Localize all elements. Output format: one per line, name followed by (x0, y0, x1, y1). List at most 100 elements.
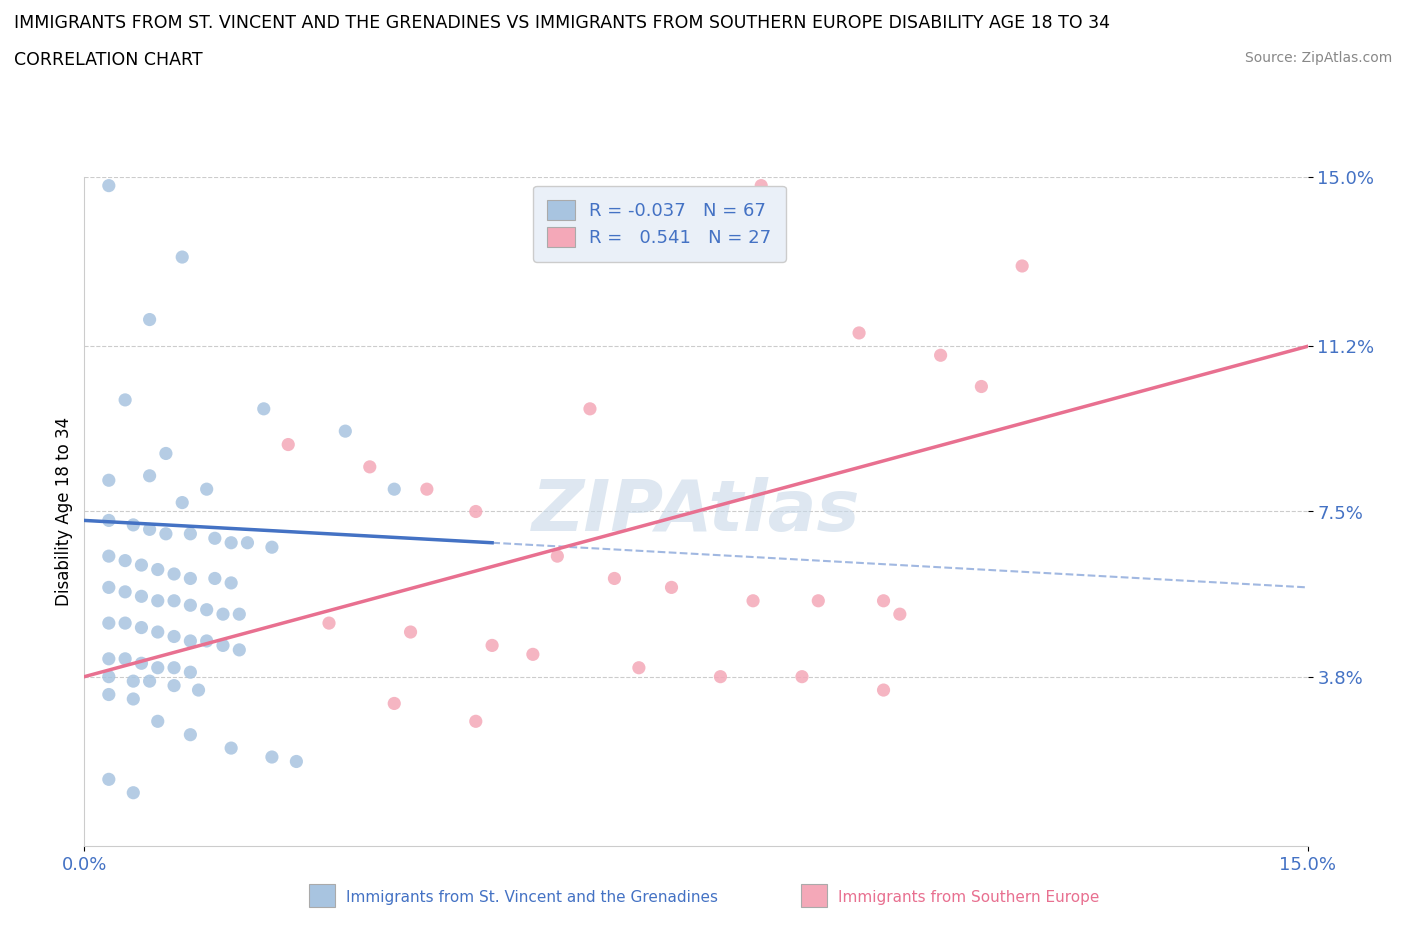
Point (195, 482, 218, 497)
Point (114, 616, 136, 631)
Point (522, 647, 544, 662)
Point (285, 754, 308, 769)
Point (138, 469, 160, 484)
Point (219, 740, 242, 755)
Point (97, 179, 120, 193)
Text: ZIPAtlas: ZIPAtlas (531, 477, 860, 546)
Point (260, 539, 283, 554)
Point (742, 593, 765, 608)
Point (97, 670, 120, 684)
Point (464, 504, 486, 519)
Point (146, 625, 169, 640)
Legend: R = -0.037   N = 67, R =   0.541   N = 27: R = -0.037 N = 67, R = 0.541 N = 27 (533, 186, 786, 261)
Point (122, 785, 145, 800)
Point (155, 446, 177, 461)
Point (416, 482, 439, 497)
Point (97, 472, 120, 487)
Point (228, 606, 250, 621)
Point (163, 629, 186, 644)
Point (179, 571, 201, 586)
Point (138, 312, 160, 327)
Point (464, 714, 486, 729)
Point (709, 670, 731, 684)
Point (179, 727, 201, 742)
Point (97, 687, 120, 702)
Point (204, 571, 226, 586)
Point (172, 495, 194, 510)
Point (253, 402, 276, 417)
Point (546, 549, 568, 564)
Point (260, 750, 283, 764)
Point (970, 379, 993, 394)
Point (212, 638, 235, 653)
Point (1011, 259, 1033, 273)
Point (146, 562, 169, 577)
Point (929, 348, 952, 363)
Text: Source: ZipAtlas.com: Source: ZipAtlas.com (1244, 51, 1392, 65)
Point (872, 683, 894, 698)
Point (146, 714, 169, 729)
Point (146, 593, 169, 608)
Point (163, 678, 186, 693)
Point (872, 593, 894, 608)
Point (236, 536, 259, 551)
Point (172, 249, 194, 264)
Point (179, 665, 201, 680)
Point (889, 606, 911, 621)
Point (807, 593, 830, 608)
Point (114, 392, 136, 407)
Text: IMMIGRANTS FROM ST. VINCENT AND THE GRENADINES VS IMMIGRANTS FROM SOUTHERN EUROP: IMMIGRANTS FROM ST. VINCENT AND THE GREN… (14, 14, 1111, 32)
Text: CORRELATION CHART: CORRELATION CHART (14, 51, 202, 69)
Point (219, 576, 242, 591)
Point (579, 402, 602, 417)
Point (212, 606, 235, 621)
Point (122, 692, 145, 707)
Point (195, 603, 218, 618)
Point (627, 660, 650, 675)
Point (97, 651, 120, 666)
Point (399, 625, 422, 640)
Point (179, 526, 201, 541)
Point (163, 660, 186, 675)
Point (359, 459, 381, 474)
Point (481, 638, 503, 653)
Point (138, 522, 160, 537)
Point (382, 696, 405, 711)
Point (114, 584, 136, 599)
Point (131, 558, 153, 573)
Point (179, 633, 201, 648)
Point (122, 517, 145, 532)
Point (131, 620, 153, 635)
Point (138, 673, 160, 688)
Y-axis label: Disability Age 18 to 34: Disability Age 18 to 34 (55, 417, 73, 606)
Point (187, 683, 209, 698)
Point (131, 589, 153, 604)
Point (131, 656, 153, 671)
Point (661, 580, 683, 595)
Point (228, 643, 250, 658)
Point (114, 553, 136, 568)
Point (195, 633, 218, 648)
Point (277, 437, 299, 452)
Point (318, 616, 340, 631)
Point (848, 326, 870, 340)
Point (97, 580, 120, 595)
Point (749, 179, 772, 193)
Point (122, 673, 145, 688)
Point (97, 549, 120, 564)
Point (155, 526, 177, 541)
Text: Immigrants from Southern Europe: Immigrants from Southern Europe (838, 890, 1099, 905)
Point (97, 513, 120, 528)
Point (114, 651, 136, 666)
Point (97, 616, 120, 631)
Point (146, 660, 169, 675)
Point (335, 424, 357, 439)
Point (219, 536, 242, 551)
Point (204, 531, 226, 546)
Point (179, 598, 201, 613)
Text: Immigrants from St. Vincent and the Grenadines: Immigrants from St. Vincent and the Gren… (346, 890, 718, 905)
Point (163, 593, 186, 608)
Point (163, 566, 186, 581)
Point (790, 670, 813, 684)
Point (382, 482, 405, 497)
